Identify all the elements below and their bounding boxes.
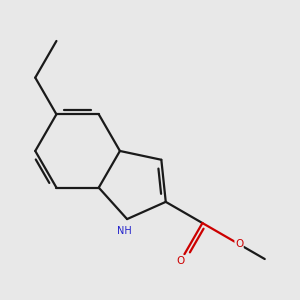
Text: O: O	[176, 256, 185, 266]
Text: O: O	[235, 239, 243, 249]
Text: NH: NH	[117, 226, 132, 236]
